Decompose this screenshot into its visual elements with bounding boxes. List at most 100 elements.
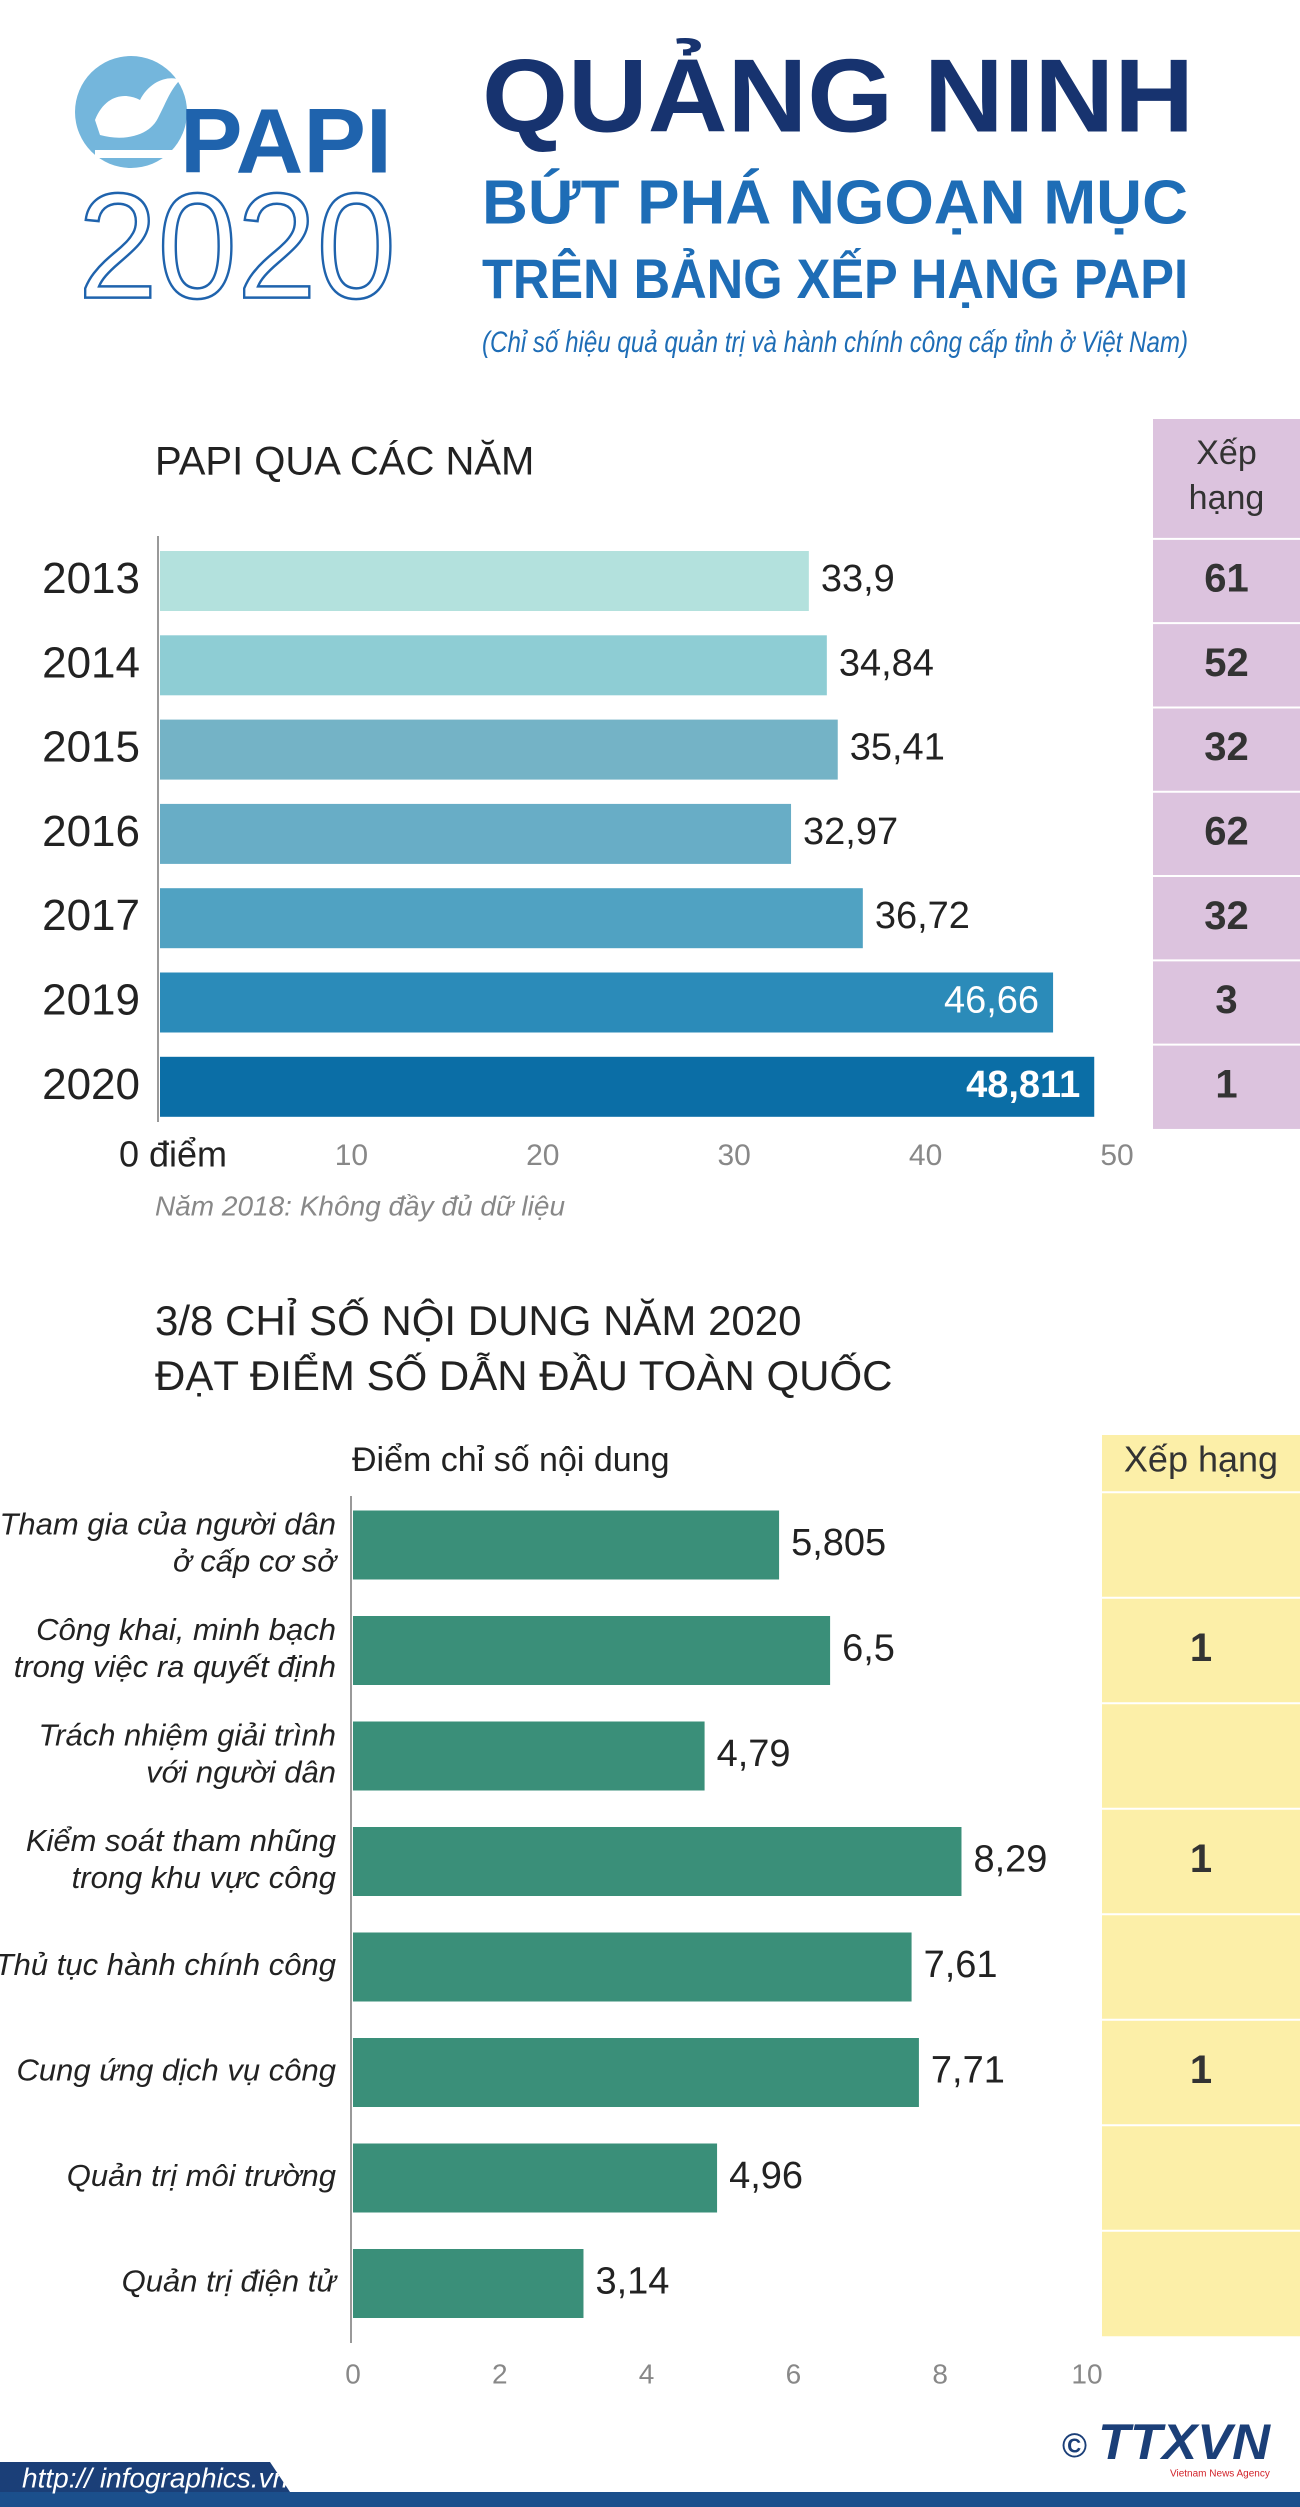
bar xyxy=(160,888,863,949)
bar xyxy=(160,719,838,780)
category-line: 2016 xyxy=(42,807,140,856)
category-line: 2013 xyxy=(42,554,140,603)
category-line: Kiểm soát tham nhũng xyxy=(26,1823,336,1858)
value-label: 35,41 xyxy=(850,727,945,769)
bar xyxy=(160,551,809,611)
bar xyxy=(353,1721,705,1791)
category-line: ở cấp cơ sở xyxy=(173,1544,338,1579)
subtitle: TRÊN BẢNG XẾP HẠNG PAPI xyxy=(482,247,1188,310)
chart-title: ĐẠT ĐIỂM SỐ DẪN ĐẦU TOÀN QUỐC xyxy=(155,1351,892,1399)
rank-header: Xếp hạng xyxy=(1124,1439,1278,1480)
copyright: © xyxy=(1062,2427,1087,2465)
value-label: 4,96 xyxy=(729,2155,803,2197)
logo: PAPI 2020 xyxy=(75,56,397,331)
category-line: 2014 xyxy=(42,638,140,687)
category-label: Cung ứng dịch vụ công xyxy=(16,2053,336,2088)
category-line: 2015 xyxy=(42,722,140,771)
category-label: 2013 xyxy=(42,554,140,603)
rank-value: 61 xyxy=(1204,557,1249,601)
logo-text: PAPI xyxy=(180,90,392,192)
x-tick-label: 10 xyxy=(1071,2358,1102,2389)
category-label: Quản trị điện tử xyxy=(122,2264,339,2299)
value-label: 7,61 xyxy=(924,1944,998,1986)
category-line: Quản trị môi trường xyxy=(67,2158,336,2193)
category-label: 2016 xyxy=(42,807,140,856)
subtitle: BỨT PHÁ NGOẠN MỤC xyxy=(482,168,1188,237)
x-tick-label: 10 xyxy=(335,1139,368,1172)
x-tick-label: 4 xyxy=(639,2358,655,2389)
agency-logo: TTXVN xyxy=(1098,2414,1271,2470)
rank-value: 3 xyxy=(1215,978,1237,1022)
x-tick-label: 8 xyxy=(932,2358,948,2389)
category-label: Trách nhiệm giải trình với người dân xyxy=(39,1718,337,1790)
rank-value: 1 xyxy=(1190,1626,1212,1670)
chart-title: 3/8 CHỈ SỐ NỘI DUNG NĂM 2020 xyxy=(155,1296,802,1344)
value-label: 33,9 xyxy=(821,558,895,600)
footer-url: http:// infographics.vn xyxy=(22,2462,288,2493)
chart-title: PAPI QUA CÁC NĂM xyxy=(155,439,534,484)
x-tick-label: 40 xyxy=(909,1139,942,1172)
category-label: 2015 xyxy=(42,722,140,771)
category-line: trong khu vực công xyxy=(72,1860,336,1895)
rank-column xyxy=(1153,419,1300,1129)
footer-tab xyxy=(0,2462,290,2492)
header-note: (Chỉ số hiệu quả quản trị và hành chính … xyxy=(482,326,1188,359)
category-label: 2017 xyxy=(42,891,140,940)
value-label: 48,811 xyxy=(966,1064,1080,1106)
rank-value: 1 xyxy=(1190,1837,1212,1881)
category-label: 2014 xyxy=(42,638,140,687)
chart-note: Năm 2018: Không đầy đủ dữ liệu xyxy=(155,1190,565,1221)
x-tick-label: 50 xyxy=(1100,1139,1133,1172)
value-label: 7,71 xyxy=(931,2050,1005,2092)
category-label: 2020 xyxy=(42,1059,140,1108)
category-label: Công khai, minh bạch trong việc ra quyết … xyxy=(14,1612,336,1684)
category-label: Quản trị môi trường xyxy=(67,2158,336,2193)
x-axis-label: Điểm chỉ số nội dung xyxy=(352,1441,670,1479)
x-tick-label: 6 xyxy=(786,2358,802,2389)
value-label: 6,5 xyxy=(842,1628,895,1670)
value-label: 32,97 xyxy=(803,811,898,853)
category-line: Công khai, minh bạch xyxy=(36,1612,336,1647)
x-tick-label: 0 điểm xyxy=(119,1134,227,1175)
value-label: 4,79 xyxy=(717,1733,791,1775)
category-label: Kiểm soát tham nhũng trong khu vực công xyxy=(26,1823,336,1895)
x-tick-label: 20 xyxy=(526,1139,559,1172)
category-label: Thủ tục hành chính công xyxy=(0,1947,336,1982)
category-line: Thủ tục hành chính công xyxy=(0,1947,336,1982)
value-label: 5,805 xyxy=(791,1522,886,1564)
rank-value: 52 xyxy=(1204,641,1249,685)
bar xyxy=(160,972,1054,1033)
category-line: Trách nhiệm giải trình xyxy=(39,1718,337,1753)
x-tick-label: 2 xyxy=(492,2358,508,2389)
rank-value: 1 xyxy=(1215,1062,1237,1106)
value-label: 46,66 xyxy=(944,980,1039,1022)
bar xyxy=(353,2143,718,2213)
rank-header: Xếp xyxy=(1196,434,1257,472)
x-tick-label: 30 xyxy=(718,1139,751,1172)
category-label: 2019 xyxy=(42,975,140,1024)
bar xyxy=(160,635,827,696)
category-line: với người dân xyxy=(146,1755,336,1790)
bar xyxy=(353,1827,962,1896)
rank-value: 32 xyxy=(1204,725,1249,769)
category-line: 2019 xyxy=(42,975,140,1024)
category-line: Cung ứng dịch vụ công xyxy=(16,2053,336,2088)
category-line: 2017 xyxy=(42,891,140,940)
category-line: Tham gia của người dân xyxy=(0,1507,336,1542)
category-line: 2020 xyxy=(42,1059,140,1108)
logo-year: 2020 xyxy=(78,162,396,330)
value-label: 8,29 xyxy=(973,1839,1047,1881)
bar xyxy=(353,1616,831,1685)
footer-stripe xyxy=(0,2492,1300,2507)
value-label: 3,14 xyxy=(595,2261,669,2303)
title: QUẢNG NINH xyxy=(482,38,1194,154)
bar xyxy=(160,803,792,864)
bar xyxy=(353,1510,780,1580)
rank-header: hạng xyxy=(1189,479,1265,517)
logo-bar xyxy=(95,150,180,158)
rank-column xyxy=(1102,1435,1300,2337)
bar xyxy=(160,1056,1095,1117)
bar xyxy=(353,1932,912,2002)
category-line: trong việc ra quyết định xyxy=(14,1649,336,1684)
